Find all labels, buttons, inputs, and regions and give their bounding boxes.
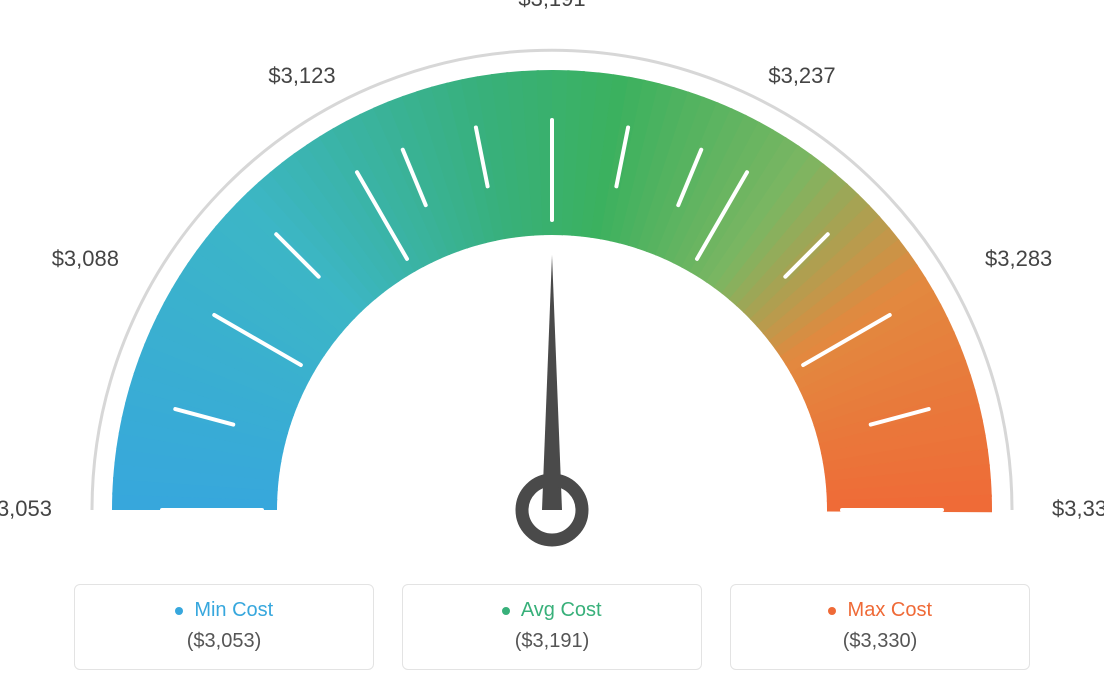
legend-avg-label: Avg Cost bbox=[521, 599, 602, 621]
dot-icon bbox=[175, 607, 183, 615]
cost-gauge-container: $3,053 $3,088 $3,123 $3,191 $3,237 $3,283 $3,3… bbox=[0, 0, 1104, 690]
svg-text:$3,053: $3,053 bbox=[0, 496, 52, 521]
legend-row: Min Cost ($3,053) Avg Cost ($3,191) Max … bbox=[74, 584, 1030, 670]
legend-max-label: Max Cost bbox=[848, 599, 932, 621]
legend-avg-title: Avg Cost bbox=[403, 599, 701, 622]
svg-text:$3,330: $3,330 bbox=[1052, 496, 1104, 521]
dot-icon bbox=[502, 607, 510, 615]
gauge-chart: $3,053 $3,088 $3,123 $3,191 $3,237 $3,283 $3,3… bbox=[0, 0, 1104, 560]
svg-text:$3,191: $3,191 bbox=[518, 0, 585, 11]
legend-max: Max Cost ($3,330) bbox=[730, 584, 1030, 670]
legend-max-value: ($3,330) bbox=[731, 630, 1029, 653]
legend-min-title: Min Cost bbox=[75, 599, 373, 622]
legend-avg: Avg Cost ($3,191) bbox=[402, 584, 702, 670]
legend-min-label: Min Cost bbox=[194, 599, 273, 621]
svg-text:$3,088: $3,088 bbox=[52, 246, 119, 271]
svg-text:$3,123: $3,123 bbox=[268, 63, 335, 88]
svg-text:$3,237: $3,237 bbox=[768, 63, 835, 88]
legend-min: Min Cost ($3,053) bbox=[74, 584, 374, 670]
legend-max-title: Max Cost bbox=[731, 599, 1029, 622]
svg-text:$3,283: $3,283 bbox=[985, 246, 1052, 271]
legend-avg-value: ($3,191) bbox=[403, 630, 701, 653]
dot-icon bbox=[828, 607, 836, 615]
legend-min-value: ($3,053) bbox=[75, 630, 373, 653]
